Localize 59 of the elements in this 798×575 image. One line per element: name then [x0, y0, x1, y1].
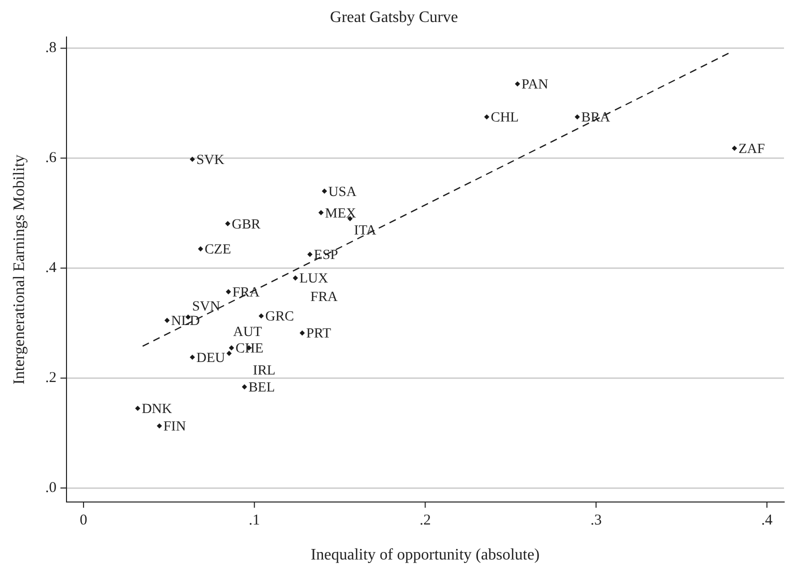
- point: [226, 350, 232, 356]
- y-tick-label: .8: [45, 40, 56, 56]
- annotation: DNK: [142, 402, 172, 417]
- point: [242, 384, 248, 390]
- annotation: FRA: [232, 285, 261, 300]
- point: [156, 423, 162, 429]
- annotation: FRA: [310, 290, 339, 306]
- y-tick-label: .2: [45, 370, 56, 386]
- annotation: BEL: [248, 380, 275, 396]
- point: [198, 246, 204, 252]
- point: [307, 252, 313, 257]
- annotation: PAN: [521, 78, 548, 93]
- point: [514, 81, 520, 87]
- x-axis-title: Inequality of opportunity (absolute): [310, 546, 540, 564]
- x-tick-label: .3: [590, 512, 602, 529]
- annotation: ESP: [314, 248, 338, 264]
- point: [190, 156, 195, 162]
- y-tick-label: .0: [45, 480, 56, 496]
- point: [228, 345, 234, 350]
- annotation: FIN: [163, 420, 186, 435]
- annotation: LUX: [299, 272, 328, 287]
- point: [258, 313, 264, 319]
- point: [318, 210, 324, 216]
- point: [190, 354, 195, 360]
- x-tick-label: 0: [80, 512, 88, 529]
- annotation: NLD: [171, 314, 200, 330]
- annotation: CZE: [204, 242, 232, 258]
- x-tick-label: .1: [248, 512, 260, 529]
- annotation: GBR: [232, 217, 262, 232]
- annotation: PRT: [306, 326, 332, 342]
- y-tick-label: .6: [45, 150, 57, 166]
- point: [226, 289, 232, 294]
- point: [225, 220, 230, 226]
- point: [292, 275, 298, 281]
- point: [574, 114, 580, 120]
- annotation: ZAF: [738, 142, 766, 157]
- annotation: IRL: [252, 364, 276, 379]
- y-axis-title: Intergenerational Earnings Mobility: [10, 154, 28, 384]
- annotation: BRA: [581, 110, 611, 126]
- annotation: SVN: [192, 300, 220, 315]
- y-tick-label: .4: [45, 260, 57, 276]
- annotation: ITA: [354, 223, 378, 238]
- annotation: CHL: [490, 110, 519, 126]
- annotation: USA: [328, 184, 358, 200]
- annotation: DEU: [196, 350, 226, 366]
- point: [484, 114, 490, 120]
- point: [135, 406, 140, 411]
- annotation: GRC: [265, 310, 294, 325]
- annotation: CHE: [235, 342, 264, 357]
- point: [164, 318, 170, 323]
- annotation: AUT: [233, 325, 262, 340]
- x-tick-label: .2: [420, 512, 431, 529]
- x-tick-label: .4: [761, 512, 774, 529]
- annotation: SVK: [196, 152, 224, 168]
- point: [732, 146, 738, 151]
- point: [322, 188, 328, 194]
- annotation: MEX: [325, 206, 356, 222]
- point: [300, 330, 305, 336]
- chart-title: Great Gatsby Curve: [330, 8, 458, 26]
